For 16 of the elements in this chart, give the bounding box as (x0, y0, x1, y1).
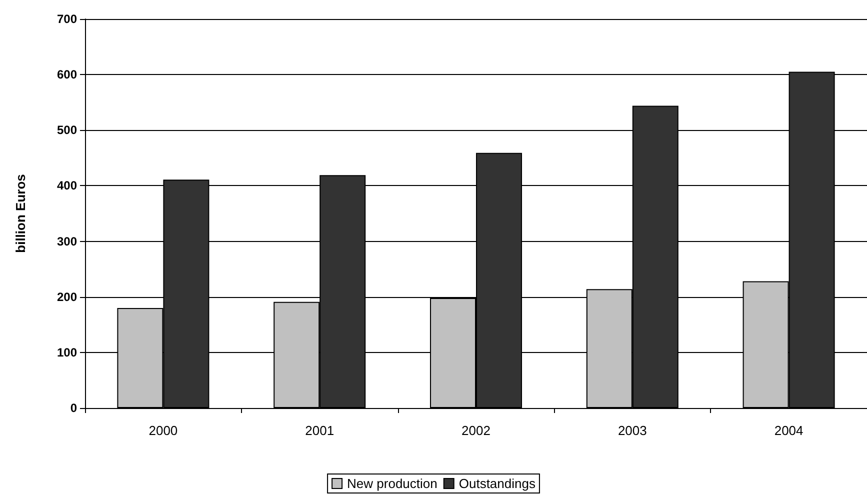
y-axis-title: billion Euros (13, 174, 28, 253)
y-tick-label: 700 (56, 12, 78, 26)
x-tick-label: 2003 (618, 423, 647, 438)
y-tick-label: 0 (70, 401, 78, 415)
x-tick-label: 2001 (305, 423, 334, 438)
y-tick-label: 200 (56, 290, 78, 304)
y-tick-label: 600 (56, 68, 78, 82)
x-tick-label: 2002 (462, 423, 490, 438)
y-tick-label: 300 (56, 234, 78, 248)
y-tick-label: 400 (56, 178, 78, 193)
x-tick-label: 2000 (148, 423, 178, 438)
legend-label: Outstandings (458, 476, 536, 491)
y-tick-label: 100 (56, 345, 78, 360)
x-tick-label: 2004 (774, 423, 804, 438)
legend-label: New production (347, 476, 438, 491)
y-tick-label: 500 (56, 123, 78, 138)
